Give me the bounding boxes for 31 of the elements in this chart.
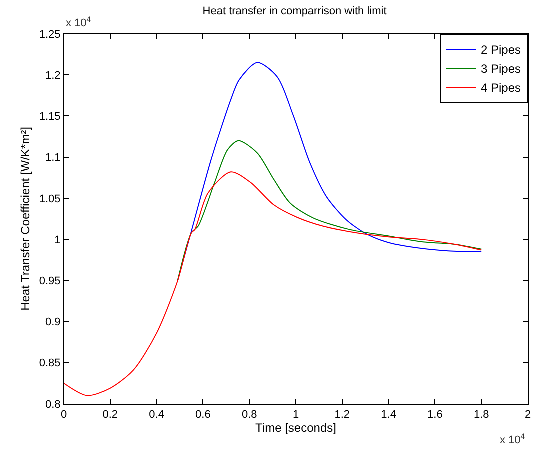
- y-tick-label: 0.9: [46, 316, 61, 329]
- legend-label: 2 Pipes: [481, 43, 522, 58]
- x-tick-label: 1.6: [428, 409, 443, 422]
- text: x 10$^{4}$: [500, 432, 526, 447]
- line-series: [64, 172, 482, 396]
- x-tick-label: 2: [524, 409, 532, 422]
- y-tick-label: 0.95: [39, 276, 61, 288]
- x-tick-label: 1.8: [474, 409, 490, 422]
- x-tick-label: 1.4: [381, 409, 396, 422]
- legend-label: 4 Pipes: [481, 81, 522, 96]
- y-tick-label: 1: [54, 234, 61, 246]
- legend-label: 3 Pipes: [481, 62, 522, 76]
- x-axis-title: Time [seconds]: [256, 421, 336, 436]
- y-tick-label: 0.8: [46, 398, 61, 411]
- y-tick-label: 1.2: [46, 70, 61, 82]
- line-series: [177, 140, 482, 282]
- x-tick-label: 0.6: [196, 409, 211, 422]
- x-tick-label: 0.2: [102, 409, 118, 422]
- x-tick-label: 0.4: [149, 409, 164, 422]
- x-tick-label: 0.8: [242, 409, 258, 422]
- x-tick-label: 1.2: [334, 409, 350, 422]
- chart-title: Heat transfer in comparrison with limit: [202, 5, 387, 18]
- y-tick-label: 1.1: [46, 152, 61, 164]
- y-tick-label: 1.25: [39, 28, 61, 41]
- y-tick-label: 1.15: [39, 111, 61, 124]
- y-tick-label: 0.85: [39, 358, 61, 370]
- y-tick-label: 1.05: [39, 193, 61, 206]
- x-tick-label: 0: [60, 409, 68, 422]
- x-tick-label: 1: [292, 409, 300, 422]
- y-axis-title: Heat Transfer Coefficient [W/K*m²]: [18, 127, 33, 311]
- text: x 10$^{4}$: [66, 15, 92, 30]
